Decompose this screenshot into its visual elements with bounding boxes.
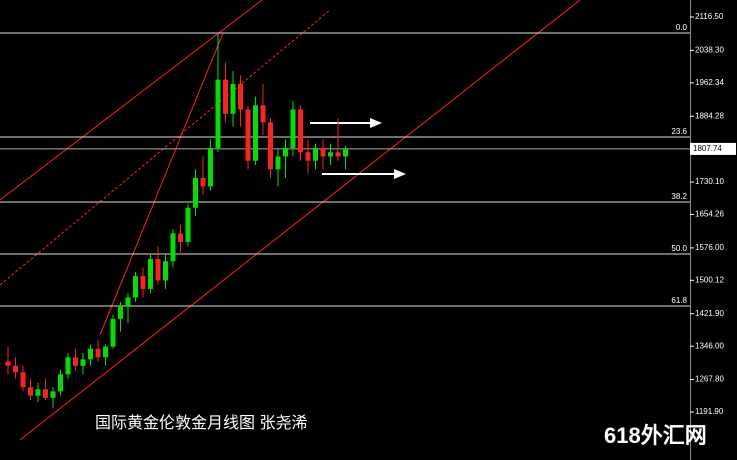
candle-body	[283, 147, 288, 157]
candle-body	[133, 276, 138, 298]
candle-body	[230, 83, 236, 114]
candle-body	[320, 147, 326, 157]
candle-body	[290, 109, 296, 148]
watermark: 618外汇网	[604, 423, 707, 448]
candle-body	[313, 147, 318, 161]
candle-body	[20, 372, 26, 388]
y-tick-label: 1267.80	[695, 375, 724, 384]
candle-body	[110, 318, 116, 347]
chart-title: 国际黄金伦敦金月线图 张尧浠	[95, 414, 307, 432]
candle-body	[193, 177, 198, 208]
y-tick-label: 1346.00	[695, 341, 724, 350]
candle-body	[5, 361, 11, 366]
candle-body	[125, 297, 131, 306]
y-tick-label: 1654.26	[695, 210, 724, 219]
y-tick-label: 1576.00	[695, 243, 724, 252]
candle-body	[80, 359, 86, 366]
candle-body	[118, 305, 123, 319]
candle-body	[28, 387, 33, 396]
candle-body	[200, 177, 206, 187]
fib-label: 61.8	[671, 296, 687, 305]
candle-body	[50, 391, 56, 398]
fib-label: 50.0	[671, 244, 687, 253]
fib-label: 38.2	[671, 192, 687, 201]
fib-label: 0.0	[676, 23, 688, 32]
candle-body	[268, 122, 273, 170]
candle-body	[275, 156, 281, 170]
candle-body	[185, 207, 191, 242]
candle-body	[208, 147, 213, 187]
candle-body	[43, 389, 48, 398]
candle-body	[155, 259, 161, 281]
y-tick-label: 2038.30	[695, 46, 724, 55]
candle-body	[103, 346, 108, 358]
y-tick-label: 1500.12	[695, 275, 724, 284]
candle-body	[170, 233, 176, 262]
candle-body	[140, 276, 146, 289]
candle-body	[298, 109, 303, 153]
candle-body	[223, 79, 228, 114]
candle-body	[238, 83, 243, 110]
y-tick-label: 1730.10	[695, 177, 724, 186]
candle-body	[65, 357, 71, 375]
candle-body	[245, 109, 251, 161]
candle-body	[305, 152, 311, 161]
candle-body	[178, 233, 183, 242]
fib-label: 23.6	[671, 127, 687, 136]
candle-body	[328, 152, 333, 157]
y-tick-label: 2116.50	[695, 12, 724, 21]
candle-body	[253, 105, 258, 161]
y-tick-label: 1191.90	[695, 407, 724, 416]
y-tick-label: 1421.90	[695, 309, 724, 318]
candle-body	[73, 357, 78, 366]
y-tick-label: 1962.34	[695, 78, 724, 87]
y-tick-label: 1884.28	[695, 111, 724, 120]
candle-body	[148, 259, 153, 289]
price-label-box	[690, 142, 736, 155]
candle-body	[335, 152, 341, 157]
candle-body	[343, 148, 348, 157]
candle-body	[13, 365, 18, 373]
candle-body	[58, 374, 63, 392]
candle-body	[35, 389, 41, 396]
candle-body	[163, 261, 168, 281]
candle-body	[88, 348, 93, 360]
arrows	[310, 118, 406, 179]
candle-body	[260, 105, 266, 123]
candle-body	[215, 79, 221, 148]
price-label: 1807.74	[693, 144, 722, 153]
candle-body	[95, 348, 101, 358]
